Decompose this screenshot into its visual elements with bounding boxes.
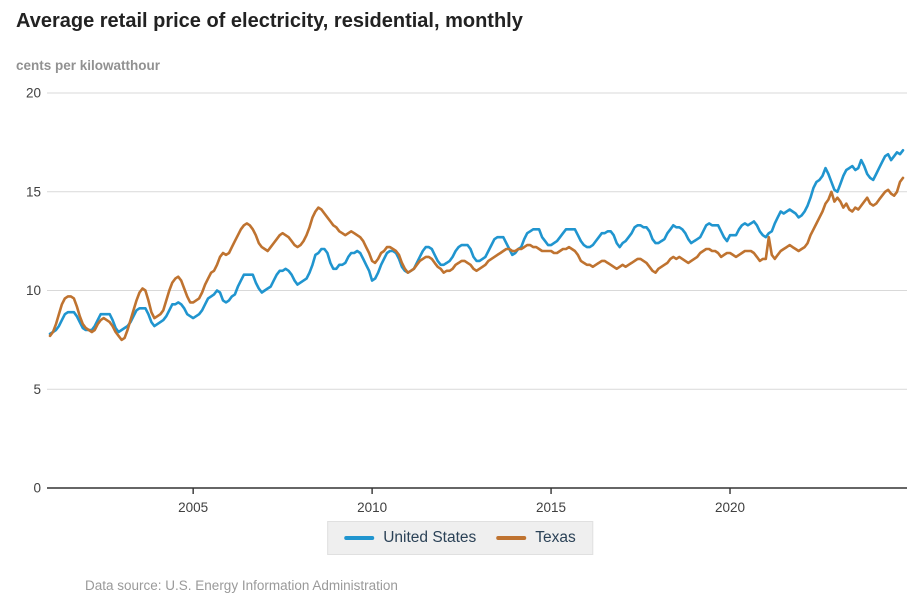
y-tick-label: 0 bbox=[33, 481, 41, 496]
y-tick-label: 5 bbox=[33, 382, 41, 397]
x-tick-label: 2020 bbox=[715, 500, 745, 515]
legend-label-texas: Texas bbox=[535, 529, 576, 546]
page-title: Average retail price of electricity, res… bbox=[16, 10, 523, 32]
y-tick-label: 15 bbox=[26, 184, 41, 199]
x-tick-label: 2015 bbox=[536, 500, 566, 515]
legend-label-united-states: United States bbox=[383, 529, 477, 546]
y-tick-label: 10 bbox=[26, 283, 41, 298]
data-source-note: Data source: U.S. Energy Information Adm… bbox=[85, 578, 398, 593]
legend: United States Texas bbox=[327, 521, 593, 555]
y-tick-label: 20 bbox=[26, 86, 41, 101]
series-line-united-states bbox=[48, 149, 905, 336]
series-line-texas bbox=[48, 176, 905, 342]
texas-line-swatch bbox=[496, 536, 527, 540]
x-tick-label: 2010 bbox=[357, 500, 387, 515]
y-axis-unit-label: cents per kilowatthour bbox=[16, 58, 161, 73]
legend-item-texas[interactable]: Texas bbox=[496, 529, 576, 547]
united-states-line-swatch bbox=[344, 536, 375, 540]
x-tick-label: 2005 bbox=[178, 500, 208, 515]
legend-item-united-states[interactable]: United States bbox=[344, 529, 476, 547]
